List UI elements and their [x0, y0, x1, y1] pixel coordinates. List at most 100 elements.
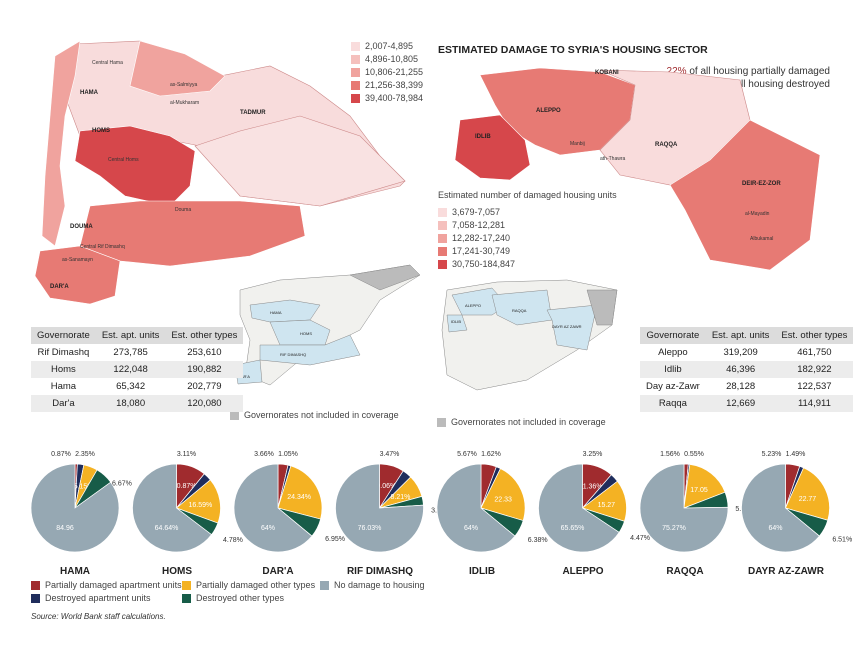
- pie-value-label: 15.27: [598, 502, 616, 509]
- table-cell: Hama: [50, 381, 77, 392]
- table-cell: 12,669: [705, 395, 776, 412]
- table-row: Day az-Zawr 28,128 122,537: [640, 378, 853, 395]
- pie-charts: 0.87% 2.35% 5.15% 6.67% 84.96 10.87% 3.11% 16.5…: [30, 451, 852, 553]
- pie-title: IDLIB: [468, 566, 496, 577]
- table-cell: Rif Dimashq: [37, 347, 90, 358]
- pie-value-label: 17.05: [690, 487, 708, 494]
- pie-value-label: 24.34%: [287, 494, 311, 501]
- svg-text:IDLIB: IDLIB: [475, 134, 491, 140]
- table-cell: 253,610: [187, 347, 222, 358]
- legend-swatch: [182, 580, 191, 590]
- svg-text:Central Rif Dimashq: Central Rif Dimashq: [80, 244, 125, 250]
- svg-text:Albukamal: Albukamal: [750, 236, 773, 242]
- pie-title: DAR'A: [262, 566, 294, 577]
- legend-label: 2,007-4,895: [365, 41, 414, 51]
- pie-value-label: 75.27%: [662, 525, 686, 532]
- legend-swatch: [351, 41, 360, 51]
- legend-swatch: [438, 259, 447, 269]
- svg-text:al-Mukharam: al-Mukharam: [170, 100, 199, 106]
- left-legend-item: 21,256-38,399: [351, 80, 423, 90]
- table-row: Hama 65,342 202,779: [31, 378, 243, 395]
- table-cell: 273,785: [113, 347, 148, 358]
- table-row: Idlib 46,396 182,922: [640, 361, 854, 378]
- not-included-swatch: [437, 417, 446, 427]
- table-cell: Homs: [31, 361, 96, 378]
- table-cell: 28,128: [726, 381, 756, 392]
- pie-title: HOMS: [162, 566, 192, 577]
- pie-slice: [741, 463, 820, 553]
- table-cell: 202,779: [187, 381, 222, 392]
- pie-value-label: 1.05%: [278, 451, 298, 458]
- mini-map-label: HAMA: [270, 310, 282, 315]
- stat-partially-damaged: 22% of all housing partially damaged: [667, 66, 830, 77]
- pie-value-label: 3.11%: [177, 451, 196, 458]
- mini-map-label: DAYR AZ ZAWR: [552, 324, 582, 329]
- left-map-region-rif-dimashq: [79, 200, 306, 267]
- table-cell: 319,209: [723, 347, 758, 358]
- table-header: Est. apt. units: [705, 327, 776, 344]
- pie-legend-item: Partially damaged other types: [182, 580, 315, 590]
- table-row: Aleppo 319,209 461,750: [640, 344, 853, 361]
- pie-value-label: 3.66%: [254, 451, 274, 458]
- pie-legend-item: Destroyed apartment units: [31, 593, 151, 603]
- svg-text:HAMA: HAMA: [80, 90, 99, 96]
- table-header: Governorate: [640, 327, 706, 344]
- table-cell: Raqqa: [640, 395, 706, 412]
- svg-text:Douma: Douma: [175, 207, 191, 213]
- legend-swatch: [351, 80, 360, 90]
- table-cell: 122,537: [797, 381, 832, 392]
- table-cell: Day az-Zawr: [646, 381, 700, 392]
- svg-text:DEIR-EZ-ZOR: DEIR-EZ-ZOR: [742, 181, 781, 187]
- right-legend-item: 17,241-30,749: [438, 246, 510, 256]
- left-legend-item: 10,806-21,255: [351, 67, 423, 77]
- table-cell: 182,922: [775, 361, 854, 378]
- legend-label: Partially damaged apartment units: [45, 580, 182, 590]
- table-cell: 190,882: [165, 361, 244, 378]
- left-governorate-map: Central Hama HAMA HOMS TADMUR al-Mukhara…: [34, 40, 406, 305]
- table-cell: 65,342: [116, 381, 146, 392]
- pie-slice: [480, 468, 526, 522]
- table-header-row: Governorate Est. apt. units Est. other t…: [31, 327, 244, 344]
- right-legend-item: 30,750-184,847: [438, 259, 515, 269]
- svg-text:RAQQA: RAQQA: [655, 142, 678, 148]
- left-map-region-tadmur: [194, 115, 406, 207]
- legend-swatch: [351, 54, 360, 64]
- right-legend-item: 3,679-7,057: [438, 207, 500, 217]
- pie-slice: [785, 467, 830, 521]
- table-cell: Idlib: [640, 361, 706, 378]
- left-map-region-west: [41, 40, 81, 247]
- left-legend-item: 4,896-10,805: [351, 54, 418, 64]
- legend-swatch: [31, 580, 40, 590]
- pie-value-label: 2.35%: [75, 451, 95, 458]
- pie-value-label: 84.96: [56, 525, 74, 532]
- pie-title: ALEPPO: [562, 566, 604, 577]
- pie-slice: [436, 463, 516, 553]
- table-header: Governorate: [31, 327, 96, 344]
- pie-value-label: 3.25%: [583, 451, 603, 458]
- pie-legend-item: Partially damaged apartment units: [31, 580, 182, 590]
- pie-value-label: 8.21%: [391, 494, 411, 501]
- legend-swatch: [438, 207, 447, 217]
- table-cell: 46,396: [705, 361, 776, 378]
- source-note: Source: World Bank staff calculations.: [31, 612, 166, 621]
- pie-value-label: 6.38%: [528, 537, 548, 544]
- pie-value-label: 22.33: [494, 496, 512, 503]
- mini-map-label: DAR'A: [238, 374, 250, 379]
- pie-value-label: 5.23%: [762, 451, 782, 458]
- svg-text:as-Sanamayn: as-Sanamayn: [62, 257, 93, 263]
- legend-swatch: [351, 93, 360, 103]
- stat-text: of all housing partially damaged: [686, 66, 830, 77]
- pie-slice: [233, 463, 313, 553]
- pie-value-label: 1.56%: [660, 451, 680, 458]
- table-cell: 122,048: [95, 361, 166, 378]
- right-legend-item: 12,282-17,240: [438, 233, 510, 243]
- pie-value-label: 16.59%: [188, 502, 212, 509]
- not-included-swatch: [230, 410, 239, 420]
- right-map-region-idlib: [454, 114, 531, 181]
- pie-slice: [175, 479, 221, 524]
- legend-label: Destroyed apartment units: [45, 593, 151, 603]
- table-cell: Dar'a: [31, 395, 96, 412]
- pie-value-label: 10.87%: [173, 483, 197, 490]
- pie-value-label: 5.15%: [74, 483, 94, 490]
- pie-value-label: 4.47%: [630, 535, 650, 542]
